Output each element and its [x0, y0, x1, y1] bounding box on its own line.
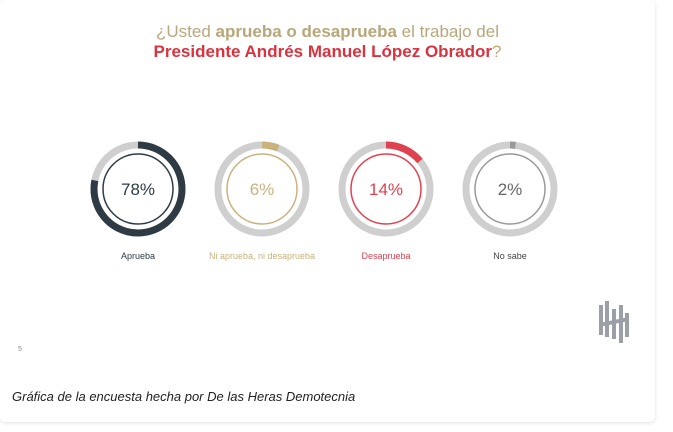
- ring-arc-ni-aprueba: [214, 141, 310, 237]
- value-label-no-sabe: 2%: [498, 180, 523, 199]
- value-label-aprueba: 78%: [121, 180, 155, 199]
- category-label-ni-aprueba: Ni aprueba, ni desaprueba: [208, 251, 316, 261]
- ring-inner-ni-aprueba: [226, 153, 298, 225]
- value-label-desaprueba: 14%: [369, 180, 403, 199]
- figure-caption: Gráfica de la encuesta hecha por De las …: [12, 389, 356, 404]
- donut-charts: 78% 6% 14% 2%: [90, 141, 558, 237]
- category-label-aprueba: Aprueba: [120, 251, 156, 261]
- chart-title-line2: Presidente Andrés Manuel López Obrador?: [153, 42, 502, 61]
- ring-inner-desaprueba: [350, 153, 422, 225]
- chart-title-line1: ¿Usted aprueba o desaprueba el trabajo d…: [156, 22, 499, 41]
- ring-arc-desaprueba: [338, 141, 434, 237]
- ring-inner-aprueba: [102, 153, 174, 225]
- value-label-ni-aprueba: 6%: [250, 180, 275, 199]
- category-label-desaprueba: Desaprueba: [361, 251, 411, 261]
- ring-arc-no-sabe: [462, 141, 558, 237]
- ring-inner-no-sabe: [474, 153, 546, 225]
- demotecnia-logo-icon: [599, 301, 629, 343]
- category-label-no-sabe: No sabe: [493, 251, 527, 261]
- ring-arc-aprueba: [90, 141, 186, 237]
- chart-card: ¿Usted aprueba o desaprueba el trabajo d…: [12, 22, 629, 404]
- page-number: 5: [18, 346, 22, 353]
